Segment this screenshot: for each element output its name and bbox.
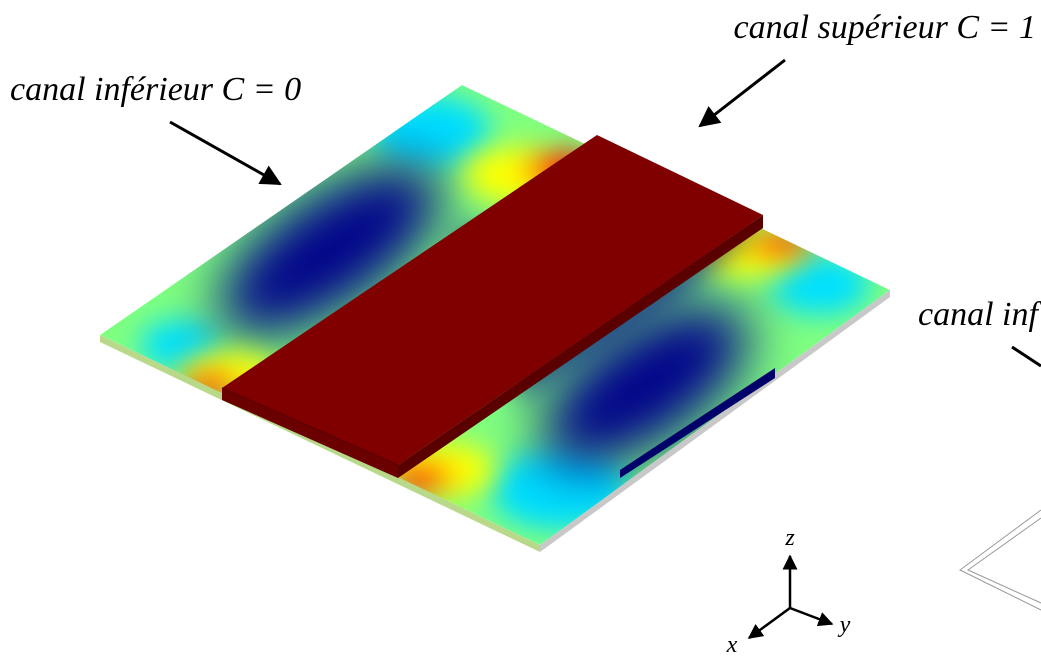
label: canal inf [918, 296, 1041, 333]
label: canal supérieur C = 1 [734, 9, 1036, 46]
arrow [1012, 347, 1041, 366]
axis-label: y [838, 612, 851, 638]
axis-label: x [726, 632, 738, 656]
arrow [700, 60, 785, 126]
faint-outline [960, 510, 1041, 610]
label: canal inférieur C = 0 [10, 71, 301, 108]
axis-label: z [784, 525, 795, 551]
figure: canal inférieur C = 0 canal supérieur C … [0, 0, 1041, 656]
axis-triad [749, 556, 832, 638]
arrow [170, 122, 280, 184]
